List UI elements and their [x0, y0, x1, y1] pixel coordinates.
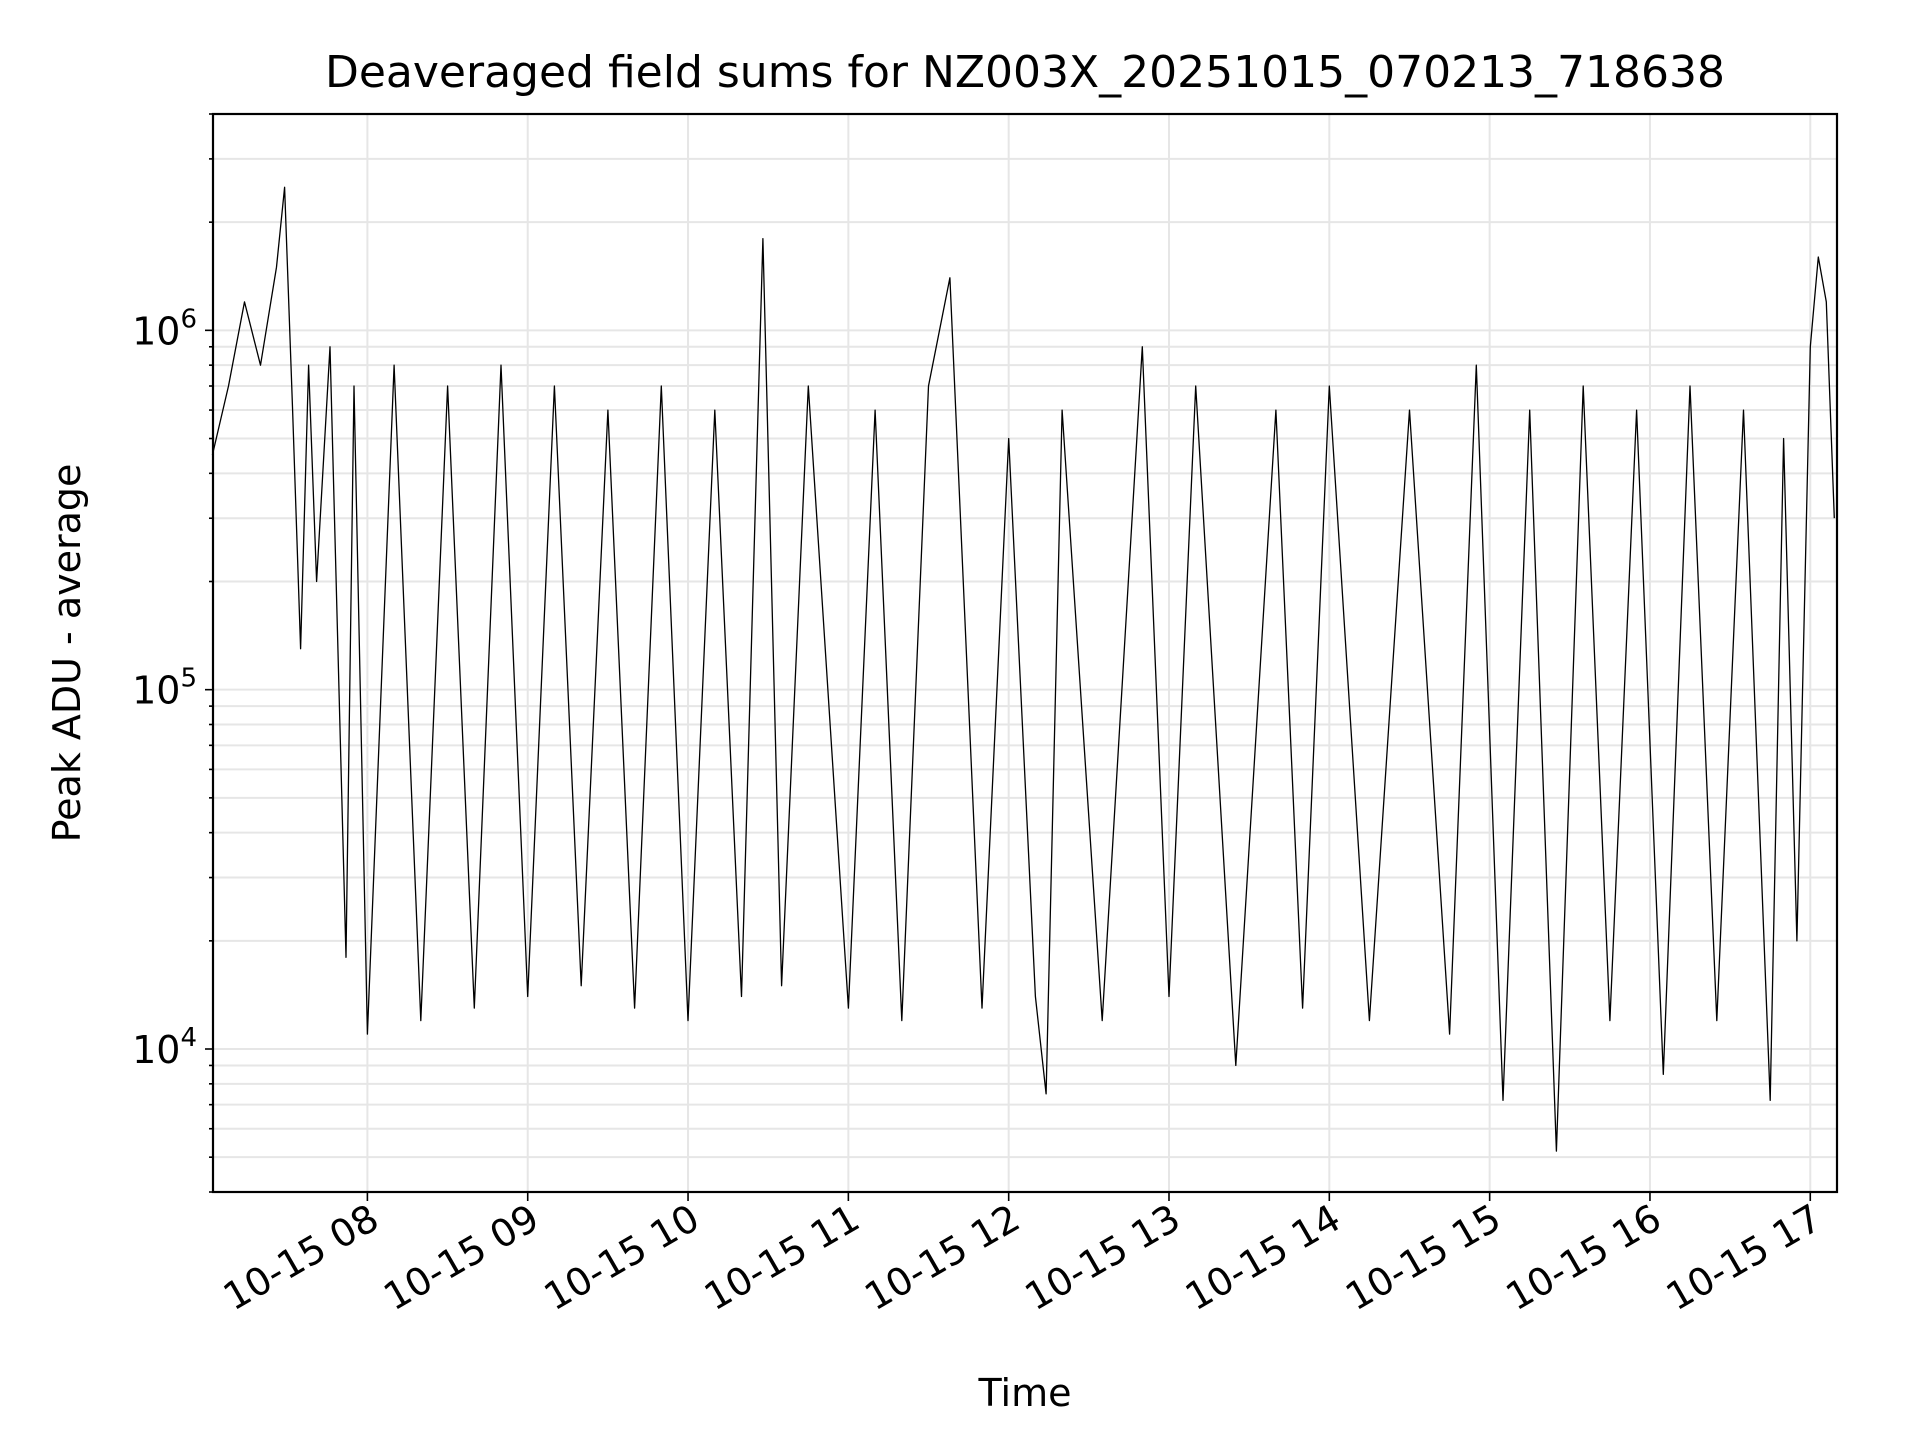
plot-frame [211, 112, 1839, 1194]
x-tick-label: 10-15 10 [537, 1196, 707, 1320]
x-tick-label: 10-15 13 [1018, 1196, 1188, 1320]
y-tick-label: 104 [132, 1023, 197, 1072]
y-axis-label: Peak ADU - average [45, 464, 89, 843]
series-line [211, 186, 1835, 1152]
x-tick-label: 10-15 08 [216, 1196, 386, 1320]
grid-lines [213, 113, 1837, 1193]
x-tick-label: 10-15 12 [857, 1196, 1027, 1320]
x-axis-label: Time [978, 1371, 1072, 1415]
y-axis-ticks: 104 105 106 [132, 113, 213, 1193]
x-tick-label: 10-15 15 [1338, 1196, 1508, 1320]
x-tick-label: 10-15 14 [1178, 1196, 1348, 1320]
x-tick-label: 10-15 11 [697, 1196, 867, 1320]
x-tick-label: 10-15 17 [1659, 1196, 1829, 1320]
x-tick-label: 10-15 09 [376, 1196, 546, 1320]
y-tick-label: 105 [132, 664, 197, 713]
chart-title: Deaveraged field sums for NZ003X_2025101… [325, 47, 1725, 98]
y-tick-label: 106 [132, 304, 197, 353]
x-tick-label: 10-15 16 [1498, 1196, 1668, 1320]
